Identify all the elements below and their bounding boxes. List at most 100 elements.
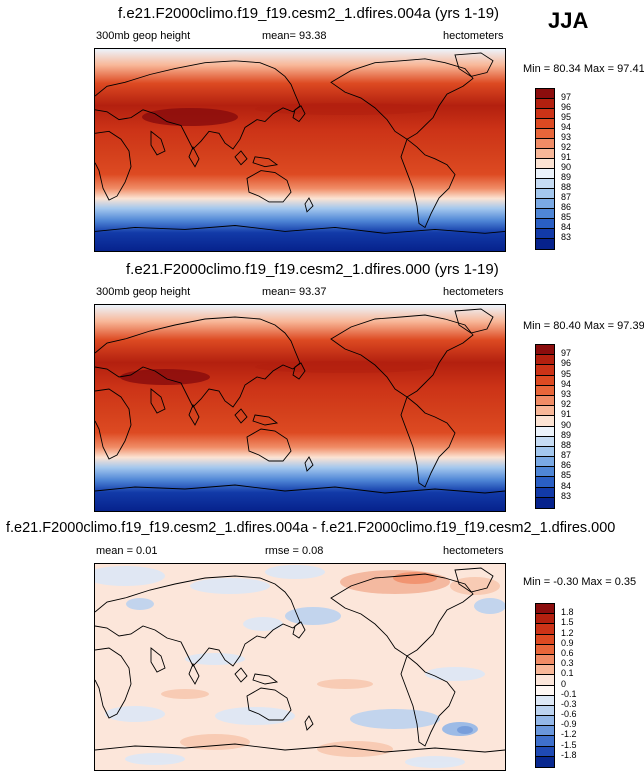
panel-3-rmse-label: rmse = 0.08 [265, 545, 324, 557]
colorbar-tick-label: 90 [561, 419, 572, 430]
coastline [330, 573, 474, 657]
panel-2-title: f.e21.F2000climo.f19_f19.cesm2_1.dfires.… [126, 261, 499, 278]
colorbar-tick-label: 96 [561, 358, 572, 369]
colorbar-tick-label: 88 [561, 439, 572, 450]
panel-2-variable-label: 300mb geop height [96, 286, 191, 298]
colorbar-swatch [536, 665, 554, 676]
colorbar-tick-label: 88 [561, 182, 572, 192]
coastline [95, 743, 505, 753]
colorbar-swatch [536, 457, 554, 468]
colorbar-tick-label: 0.6 [561, 647, 574, 658]
coastline [454, 308, 494, 334]
coastline [95, 388, 132, 460]
colorbar-swatch [536, 89, 554, 99]
coastline [188, 662, 200, 685]
coastline [304, 715, 314, 731]
panel-3-title: f.e21.F2000climo.f19_f19.cesm2_1.dfires.… [6, 520, 616, 536]
panel-1-map [94, 48, 506, 252]
colorbar-swatch [536, 634, 554, 645]
panel-1-units-label: hectometers [443, 30, 504, 42]
colorbar-tick-label: -1.5 [561, 739, 577, 750]
colorbar-tick-label: 83 [561, 490, 572, 501]
colorbar-tick-label: -0.1 [561, 688, 577, 699]
colorbar-swatch [536, 467, 554, 478]
colorbar-swatch [536, 355, 554, 366]
colorbar-tick-label: 92 [561, 399, 572, 410]
colorbar-tick-label: -0.9 [561, 719, 577, 730]
colorbar-tick-label: 87 [561, 450, 572, 461]
colorbar-tick-label: 89 [561, 429, 572, 440]
colorbar-tick-label: 84 [561, 222, 572, 232]
colorbar-swatch [536, 487, 554, 498]
colorbar-tick-label: -1.8 [561, 749, 577, 760]
colorbar-swatch [536, 229, 554, 239]
colorbar-swatch [536, 416, 554, 427]
colorbar-swatch [536, 199, 554, 209]
panel-3-minmax-label: Min = -0.30 Max = 0.35 [523, 576, 637, 588]
colorbar-tick-label: 97 [561, 348, 572, 359]
coastline [246, 687, 292, 721]
colorbar-tick-label: 91 [561, 152, 572, 162]
colorbar-tick-label: 0.1 [561, 668, 574, 679]
colorbar-swatch [536, 675, 554, 686]
coastline [400, 396, 456, 488]
coastline [252, 414, 279, 426]
colorbar-tick-label: 0.9 [561, 637, 574, 648]
colorbar-tick-label: 94 [561, 378, 572, 389]
panel-3-colorbar [535, 603, 555, 768]
coastline [234, 667, 248, 683]
colorbar-tick-label: 1.2 [561, 627, 574, 638]
coastline [234, 408, 248, 424]
colorbar-swatch [536, 426, 554, 437]
panel-2-map [94, 304, 506, 512]
colorbar-tick-label: 84 [561, 480, 572, 491]
colorbar-swatch [536, 179, 554, 189]
coastline [188, 145, 200, 168]
colorbar-tick-label: 96 [561, 102, 572, 112]
colorbar-tick-label: 85 [561, 212, 572, 222]
panel-1-colorbar [535, 88, 555, 250]
colorbar-swatch [536, 209, 554, 219]
coastline [150, 130, 166, 156]
season-label: JJA [548, 8, 589, 33]
coastline [330, 58, 474, 140]
colorbar-tick-label: -1.2 [561, 729, 577, 740]
panel-2-colorbar [535, 344, 555, 509]
colorbar-swatch [536, 159, 554, 169]
colorbar-tick-label: 97 [561, 92, 572, 102]
panel-1-variable-label: 300mb geop height [96, 30, 191, 42]
panel-3-units-label: hectometers [443, 545, 504, 557]
colorbar-swatch [536, 614, 554, 625]
colorbar-swatch [536, 477, 554, 488]
colorbar-tick-label: 93 [561, 388, 572, 399]
colorbar-swatch [536, 746, 554, 757]
coastline [246, 170, 292, 203]
colorbar-swatch [536, 406, 554, 417]
colorbar-tick-label: 93 [561, 132, 572, 142]
coastline [95, 60, 301, 150]
colorbar-swatch [536, 436, 554, 447]
colorbar-tick-label: 94 [561, 122, 572, 132]
panel-2-mean-label: mean= 93.37 [262, 286, 327, 298]
colorbar-swatch [536, 99, 554, 109]
colorbar-swatch [536, 446, 554, 458]
panel-3-mean-label: mean = 0.01 [96, 545, 158, 557]
colorbar-tick-label: 95 [561, 112, 572, 122]
panel-1-title: f.e21.F2000climo.f19_f19.cesm2_1.dfires.… [118, 5, 500, 22]
colorbar-swatch [536, 129, 554, 139]
coastline [252, 156, 279, 168]
coastline [95, 647, 132, 719]
colorbar-swatch [536, 119, 554, 129]
colorbar-tick-label: 87 [561, 192, 572, 202]
colorbar-swatch [536, 385, 554, 396]
colorbar-swatch [536, 375, 554, 386]
colorbar-swatch [536, 149, 554, 159]
colorbar-tick-label: 92 [561, 142, 572, 152]
coastline [246, 428, 292, 462]
colorbar-swatch [536, 189, 554, 199]
coastline [292, 105, 306, 123]
colorbar-tick-label: 86 [561, 202, 572, 212]
coastline [304, 456, 314, 472]
panel-1-minmax-label: Min = 80.34 Max = 97.41 [523, 63, 644, 75]
coastline [150, 388, 166, 414]
